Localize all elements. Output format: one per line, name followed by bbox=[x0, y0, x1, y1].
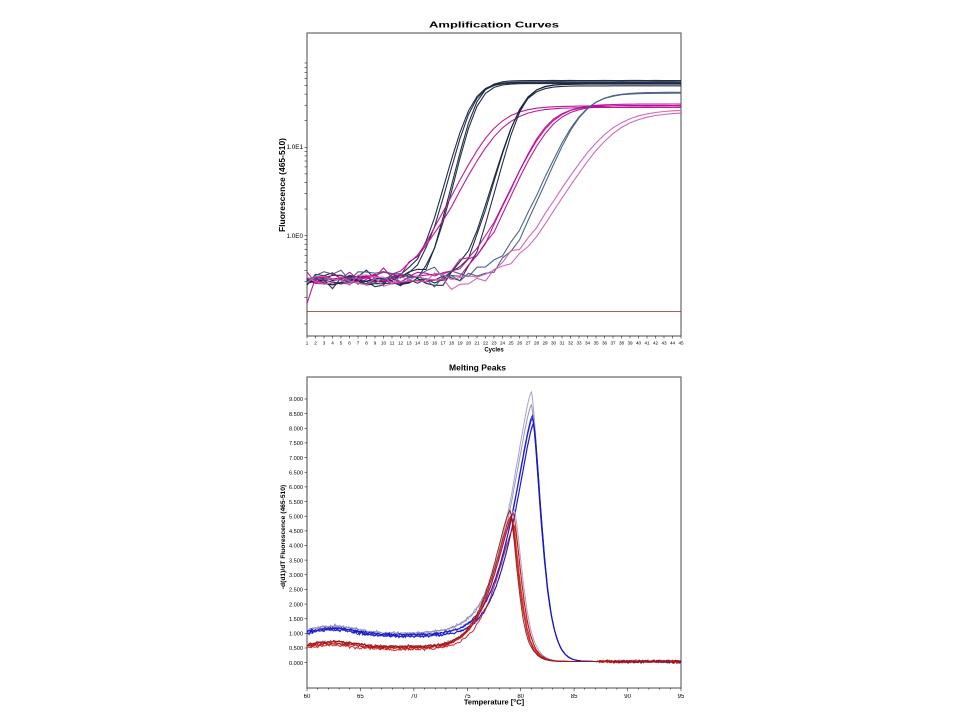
svg-text:17: 17 bbox=[440, 341, 446, 346]
svg-text:Amplification Curves: Amplification Curves bbox=[429, 21, 560, 30]
svg-text:8: 8 bbox=[365, 341, 368, 346]
svg-text:37: 37 bbox=[610, 341, 616, 346]
svg-text:3.000: 3.000 bbox=[289, 573, 303, 579]
svg-text:Melting Peaks: Melting Peaks bbox=[449, 364, 507, 373]
svg-text:22: 22 bbox=[483, 341, 489, 346]
svg-text:Temperature [°C]: Temperature [°C] bbox=[464, 698, 525, 707]
svg-text:1.0E1: 1.0E1 bbox=[287, 144, 304, 151]
svg-text:-d(d1)/dT Fluorescence (465-51: -d(d1)/dT Fluorescence (465-510) bbox=[280, 485, 287, 589]
svg-text:7.000: 7.000 bbox=[289, 456, 303, 462]
svg-text:1.500: 1.500 bbox=[289, 617, 303, 623]
svg-text:6.000: 6.000 bbox=[289, 485, 303, 491]
svg-text:60: 60 bbox=[304, 694, 311, 700]
svg-text:20: 20 bbox=[466, 341, 472, 346]
svg-text:34: 34 bbox=[585, 341, 591, 346]
svg-text:4: 4 bbox=[331, 341, 334, 346]
svg-text:8.000: 8.000 bbox=[289, 427, 303, 433]
svg-text:14: 14 bbox=[415, 341, 421, 346]
svg-text:Cycles: Cycles bbox=[484, 348, 504, 354]
svg-text:2.500: 2.500 bbox=[289, 588, 303, 594]
svg-text:30: 30 bbox=[551, 341, 557, 346]
svg-text:3: 3 bbox=[323, 341, 326, 346]
svg-text:95: 95 bbox=[678, 694, 685, 700]
svg-text:18: 18 bbox=[449, 341, 455, 346]
svg-text:32: 32 bbox=[568, 341, 574, 346]
svg-text:65: 65 bbox=[357, 694, 364, 700]
svg-text:33: 33 bbox=[576, 341, 582, 346]
svg-text:31: 31 bbox=[559, 341, 565, 346]
svg-text:9.000: 9.000 bbox=[289, 397, 303, 403]
svg-text:12: 12 bbox=[398, 341, 404, 346]
svg-text:10: 10 bbox=[381, 341, 387, 346]
svg-text:3.500: 3.500 bbox=[289, 558, 303, 564]
svg-text:16: 16 bbox=[432, 341, 438, 346]
svg-text:4.000: 4.000 bbox=[289, 544, 303, 550]
svg-text:25: 25 bbox=[508, 341, 514, 346]
svg-text:41: 41 bbox=[644, 341, 650, 346]
svg-text:85: 85 bbox=[571, 694, 578, 700]
svg-text:6: 6 bbox=[348, 341, 351, 346]
svg-text:1.000: 1.000 bbox=[289, 632, 303, 638]
svg-text:8.500: 8.500 bbox=[289, 412, 303, 418]
svg-text:24: 24 bbox=[500, 341, 506, 346]
svg-text:4.500: 4.500 bbox=[289, 529, 303, 535]
svg-text:45: 45 bbox=[678, 341, 684, 346]
svg-text:0.000: 0.000 bbox=[289, 661, 303, 667]
svg-text:0.500: 0.500 bbox=[289, 646, 303, 652]
svg-text:42: 42 bbox=[653, 341, 659, 346]
svg-text:Fluorescence (465-510): Fluorescence (465-510) bbox=[277, 138, 287, 232]
svg-text:70: 70 bbox=[411, 694, 418, 700]
svg-text:15: 15 bbox=[423, 341, 429, 346]
svg-text:2: 2 bbox=[314, 341, 317, 346]
svg-text:38: 38 bbox=[619, 341, 625, 346]
svg-text:5: 5 bbox=[340, 341, 343, 346]
svg-text:2.000: 2.000 bbox=[289, 602, 303, 608]
svg-text:43: 43 bbox=[661, 341, 667, 346]
svg-text:40: 40 bbox=[636, 341, 642, 346]
svg-text:7: 7 bbox=[357, 341, 360, 346]
svg-text:6.500: 6.500 bbox=[289, 470, 303, 476]
svg-text:1: 1 bbox=[306, 341, 309, 346]
svg-text:26: 26 bbox=[517, 341, 523, 346]
svg-text:21: 21 bbox=[474, 341, 480, 346]
svg-text:7.500: 7.500 bbox=[289, 441, 303, 447]
svg-text:9: 9 bbox=[374, 341, 377, 346]
svg-text:1.0E0: 1.0E0 bbox=[287, 233, 304, 240]
svg-text:13: 13 bbox=[406, 341, 412, 346]
svg-text:5.500: 5.500 bbox=[289, 500, 303, 506]
svg-text:28: 28 bbox=[534, 341, 540, 346]
svg-text:35: 35 bbox=[593, 341, 599, 346]
svg-text:19: 19 bbox=[457, 341, 463, 346]
svg-text:44: 44 bbox=[670, 341, 676, 346]
svg-text:29: 29 bbox=[542, 341, 548, 346]
svg-text:36: 36 bbox=[602, 341, 608, 346]
svg-text:90: 90 bbox=[624, 694, 631, 700]
svg-text:23: 23 bbox=[491, 341, 497, 346]
svg-text:5.000: 5.000 bbox=[289, 514, 303, 520]
svg-text:27: 27 bbox=[525, 341, 531, 346]
svg-text:11: 11 bbox=[390, 341, 395, 346]
svg-text:39: 39 bbox=[627, 341, 633, 346]
